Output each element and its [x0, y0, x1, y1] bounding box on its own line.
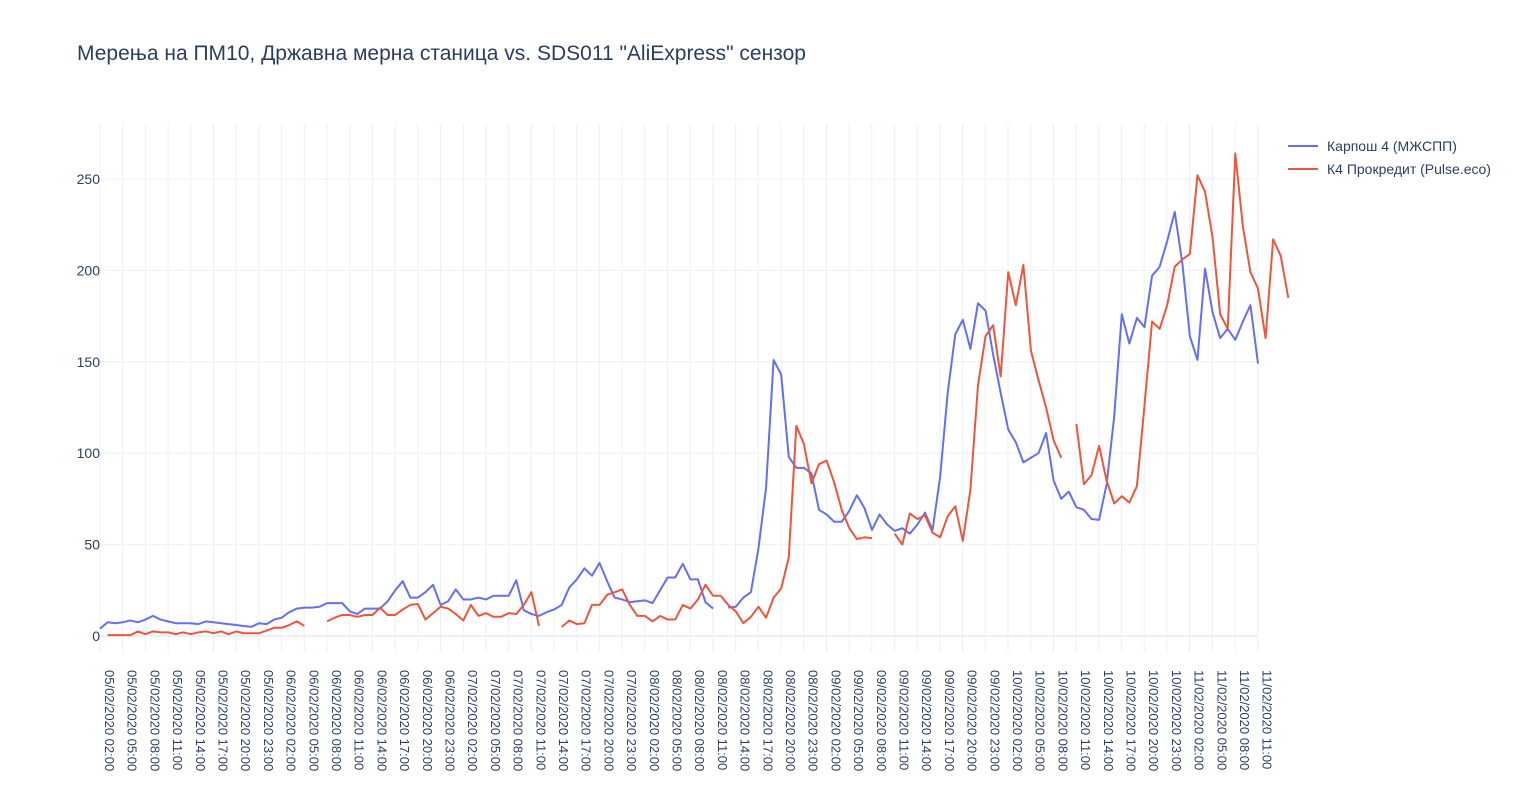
x-tick-label: 10/02/2020 11:00: [1078, 670, 1093, 770]
y-tick-label: 250: [77, 171, 101, 187]
legend-label-series-1: Карпош 4 (МЖСПП): [1327, 137, 1457, 154]
x-tick-label: 07/02/2020 17:00: [579, 670, 594, 771]
x-tick-label: 11/02/2020 02:00: [1192, 670, 1207, 770]
legend-swatch-series-1: [1288, 144, 1318, 147]
x-tick-label: 08/02/2020 05:00: [670, 670, 685, 771]
x-tick-label: 05/02/2020 17:00: [216, 670, 231, 771]
x-tick-label: 07/02/2020 08:00: [511, 670, 526, 771]
x-tick-label: 11/02/2020 11:00: [1260, 670, 1275, 769]
x-tick-label: 09/02/2020 17:00: [942, 670, 957, 771]
x-tick-label: 06/02/2020 20:00: [420, 670, 435, 771]
x-tick-label: 05/02/2020 11:00: [170, 670, 185, 770]
y-tick-label: 0: [92, 628, 100, 644]
x-tick-label: 06/02/2020 05:00: [306, 670, 321, 771]
legend-swatch-series-2: [1288, 167, 1318, 170]
x-tick-label: 08/02/2020 17:00: [760, 670, 775, 771]
series-lines: [99, 152, 1290, 637]
x-tick-label: 08/02/2020 11:00: [715, 670, 730, 770]
x-tick-label: 09/02/2020 02:00: [828, 670, 843, 771]
x-tick-label: 09/02/2020 08:00: [874, 670, 889, 771]
x-tick-label: 05/02/2020 20:00: [238, 670, 253, 771]
x-tick-label: 07/02/2020 02:00: [465, 670, 480, 771]
x-tick-label: 06/02/2020 02:00: [284, 670, 299, 771]
x-tick-label: 09/02/2020 05:00: [851, 670, 866, 771]
x-tick-label: 05/02/2020 14:00: [193, 670, 208, 771]
x-tick-label: 10/02/2020 14:00: [1101, 670, 1116, 771]
x-tick-label: 05/02/2020 23:00: [261, 670, 276, 771]
x-tick-label: 09/02/2020 20:00: [965, 670, 980, 771]
x-tick-label: 11/02/2020 08:00: [1237, 670, 1252, 770]
legend-item-series-1[interactable]: Карпош 4 (МЖСПП): [1288, 134, 1491, 157]
x-tick-label: 10/02/2020 02:00: [1010, 670, 1025, 771]
y-tick-label: 150: [77, 354, 101, 370]
x-tick-label: 09/02/2020 11:00: [897, 670, 912, 770]
x-tick-label: 10/02/2020 08:00: [1055, 670, 1070, 771]
series-line-1[interactable]: [99, 210, 1259, 630]
x-tick-label: 10/02/2020 17:00: [1124, 670, 1139, 771]
x-tick-label: 06/02/2020 23:00: [443, 670, 458, 771]
x-tick-label: 08/02/2020 20:00: [783, 670, 798, 771]
x-tick-label: 08/02/2020 23:00: [806, 670, 821, 771]
x-tick-label: 05/02/2020 02:00: [102, 670, 117, 771]
x-tick-label: 06/02/2020 08:00: [329, 670, 344, 771]
y-tick-label: 50: [84, 537, 100, 553]
x-tick-label: 09/02/2020 23:00: [987, 670, 1002, 771]
series-line-2[interactable]: [107, 152, 1290, 637]
x-tick-label: 10/02/2020 20:00: [1146, 670, 1161, 771]
x-tick-label: 08/02/2020 08:00: [692, 670, 707, 771]
y-tick-label: 200: [77, 262, 101, 278]
x-tick-label: 05/02/2020 05:00: [125, 670, 140, 771]
y-gridlines: [100, 178, 1258, 637]
x-tick-label: 07/02/2020 05:00: [488, 670, 503, 771]
legend-item-series-2[interactable]: К4 Прокредит (Pulse.eco): [1288, 157, 1491, 180]
y-axis-tick-labels: 0 50 100 150 200 250: [77, 171, 101, 644]
x-tick-label: 11/02/2020 05:00: [1214, 670, 1229, 770]
legend-label-series-2: К4 Прокредит (Pulse.eco): [1327, 160, 1491, 177]
x-tick-label: 08/02/2020 02:00: [647, 670, 662, 771]
x-tick-label: 09/02/2020 14:00: [919, 670, 934, 771]
legend[interactable]: Карпош 4 (МЖСПП) К4 Прокредит (Pulse.eco…: [1288, 134, 1491, 180]
x-tick-label: 08/02/2020 14:00: [738, 670, 753, 771]
x-axis-tick-labels: 05/02/2020 02:00 05/02/2020 05:00 05/02/20…: [102, 670, 1275, 771]
x-tick-label: 07/02/2020 20:00: [601, 670, 616, 771]
x-tick-label: 06/02/2020 17:00: [397, 670, 412, 771]
y-tick-label: 100: [77, 445, 101, 461]
x-tick-label: 07/02/2020 11:00: [533, 670, 548, 770]
x-tick-label: 06/02/2020 14:00: [374, 670, 389, 771]
x-tick-label: 06/02/2020 11:00: [352, 670, 367, 770]
x-tick-label: 10/02/2020 05:00: [1033, 670, 1048, 771]
x-tick-label: 07/02/2020 14:00: [556, 670, 571, 771]
x-tick-label: 10/02/2020 23:00: [1169, 670, 1184, 771]
chart-title: Мерења на ПМ10, Државна мерна станица vs…: [77, 42, 806, 65]
x-tick-label: 07/02/2020 23:00: [624, 670, 639, 771]
x-tick-label: 05/02/2020 08:00: [147, 670, 162, 771]
